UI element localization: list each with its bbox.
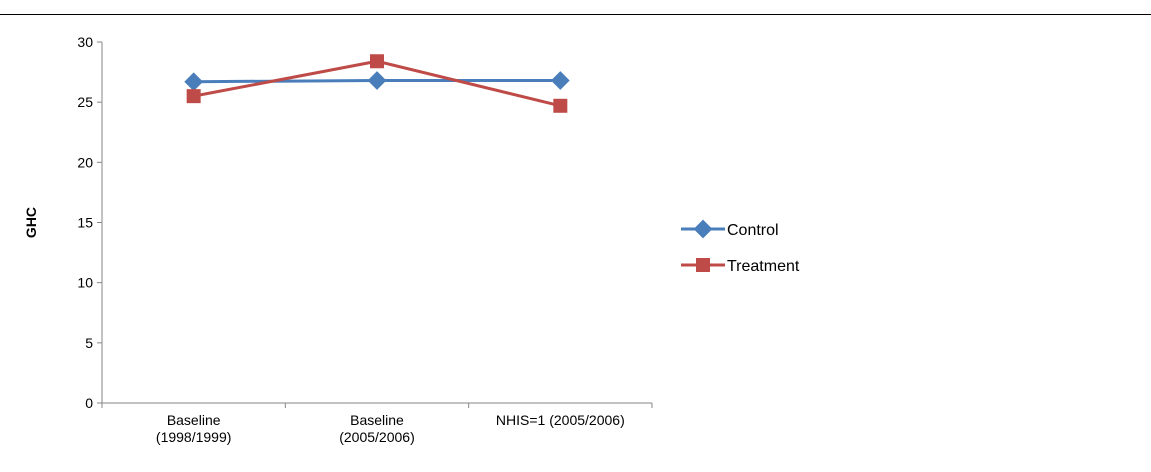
data-point-treatment [186, 89, 201, 104]
y-tick-label: 30 [77, 34, 93, 50]
legend-marker-control [693, 219, 713, 239]
legend-label-treatment: Treatment [727, 258, 800, 275]
y-tick-label: 25 [77, 94, 93, 110]
y-tick-label: 15 [77, 215, 93, 231]
data-point-control [367, 71, 387, 90]
data-point-control [184, 72, 204, 92]
x-tick-label-line: (2005/2006) [339, 429, 415, 445]
y-tick-label: 20 [77, 154, 93, 170]
x-tick-label-line: Baseline [350, 412, 404, 428]
legend: Control Treatment [681, 219, 800, 275]
series-container [184, 54, 570, 113]
top-border-line [0, 14, 1151, 15]
series-control [184, 71, 570, 92]
y-tick-label: 5 [85, 335, 93, 351]
data-point-treatment [370, 54, 384, 69]
y-tick-label: 0 [85, 395, 93, 411]
legend-item-treatment: Treatment [681, 258, 800, 275]
data-point-control [550, 71, 570, 90]
legend-label-control: Control [727, 222, 779, 239]
x-tick-label-line: (1998/1999) [156, 429, 232, 445]
y-tick-label: 10 [77, 275, 93, 291]
legend-item-control: Control [681, 219, 779, 239]
y-axis-title: GHC [23, 207, 39, 238]
x-axis: Baseline (1998/1999)Baseline (2005/2006)NH… [101, 402, 653, 445]
x-tick-label-line: NHIS=1 (2005/2006) [496, 412, 625, 428]
x-tick-label: Baseline (2005/2006) [339, 412, 415, 445]
legend-marker-treatment [696, 258, 710, 272]
y-axis: 0 5 10 15 20 25 30 [77, 34, 103, 411]
x-tick-label: Baseline (1998/1999) [156, 412, 232, 445]
x-tick-label-line: Baseline [167, 412, 221, 428]
series-treatment [186, 54, 568, 113]
data-point-treatment [553, 98, 568, 113]
x-tick-label: NHIS=1 (2005/2006) [496, 412, 625, 428]
